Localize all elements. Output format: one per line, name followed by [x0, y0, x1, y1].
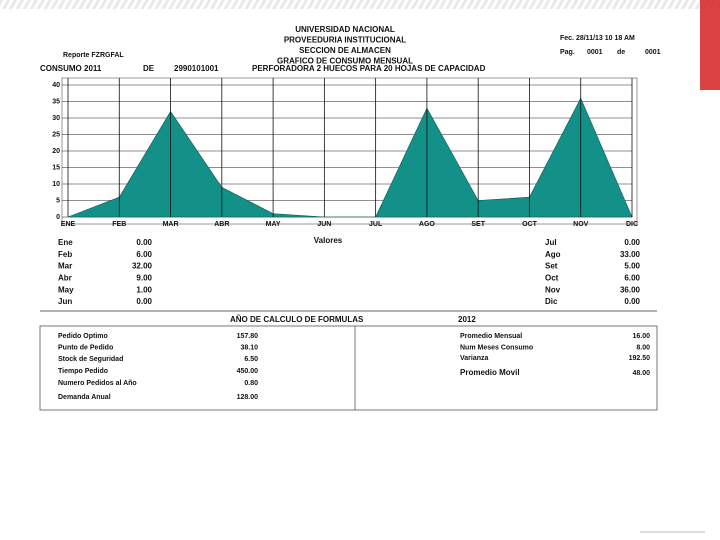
- x-tick-label: JUL: [369, 221, 383, 228]
- formula-value: 157.80: [237, 333, 259, 340]
- month-value: 9.00: [136, 274, 152, 283]
- month-name: Jul: [545, 238, 557, 247]
- month-value: 36.00: [620, 285, 641, 294]
- month-value: 0.00: [136, 297, 152, 306]
- month-value: 6.00: [624, 274, 640, 283]
- area: [67, 97, 633, 218]
- formula-value: 450.00: [237, 368, 259, 375]
- month-name: Dic: [545, 297, 558, 306]
- report-id: Reporte FZRGFAL: [63, 52, 124, 59]
- x-tick-label: JUN: [317, 221, 331, 228]
- header-line: UNIVERSIDAD NACIONAL: [295, 25, 395, 34]
- y-tick-label: 0: [56, 214, 60, 221]
- formula-box: [39, 325, 658, 411]
- decor-stripes: [0, 0, 720, 9]
- header-line: PROVEEDURIA INSTITUCIONAL: [284, 36, 406, 45]
- formula-value: 128.00: [237, 394, 259, 401]
- y-tick-label: 30: [52, 115, 60, 122]
- y-tick-label: 20: [52, 148, 60, 155]
- formula-name: Demanda Anual: [58, 394, 111, 401]
- formula-name: Tiempo Pedido: [58, 368, 108, 375]
- month-name: May: [58, 285, 74, 294]
- x-tick-label: NOV: [573, 221, 589, 228]
- month-value: 6.00: [136, 250, 152, 259]
- month-name: Set: [545, 262, 558, 271]
- month-name: Oct: [545, 274, 559, 283]
- y-tick-label: 35: [52, 98, 60, 105]
- formula-name: Promedio Mensual: [460, 333, 522, 340]
- formula-name: Numero Pedidos al Año: [58, 380, 137, 387]
- x-tick-label: DIC: [626, 221, 638, 228]
- formula-title: AÑO DE CALCULO DE FORMULAS: [230, 315, 364, 324]
- month-value: 33.00: [620, 250, 641, 259]
- x-tick-label: MAR: [163, 221, 179, 228]
- y-tick-label: 40: [52, 82, 60, 89]
- formula-name: Promedio Movil: [460, 368, 520, 377]
- report-date: Fec. 28/11/13 10 18 AM: [560, 35, 635, 42]
- formula-value: 38.10: [240, 344, 258, 351]
- formula-value: 0.80: [244, 380, 258, 387]
- month-value: 0.00: [136, 238, 152, 247]
- month-value: 0.00: [624, 238, 640, 247]
- page-of: de: [617, 49, 625, 56]
- subtitle-label: CONSUMO 2011: [40, 64, 102, 73]
- month-name: Mar: [58, 262, 72, 271]
- month-value: 32.00: [132, 262, 153, 271]
- x-tick-label: AGO: [419, 221, 436, 228]
- month-name: Nov: [545, 285, 561, 294]
- formula-year: 2012: [458, 315, 476, 324]
- x-tick-label: ENE: [61, 221, 76, 228]
- subtitle-de: DE: [143, 64, 155, 73]
- page-label: Pag.: [560, 49, 575, 56]
- header-line: SECCION DE ALMACEN: [299, 46, 391, 55]
- month-value: 5.00: [624, 262, 640, 271]
- formula-value: 8.00: [636, 344, 650, 351]
- subtitle-code: 2990101001: [174, 64, 219, 73]
- formula-name: Punto de Pedido: [58, 344, 113, 351]
- x-tick-label: MAY: [266, 221, 281, 228]
- subtitle-description: PERFORADORA 2 HUECOS PARA 20 HOJAS DE CA…: [252, 64, 486, 73]
- y-tick-label: 25: [52, 131, 60, 138]
- x-tick-label: SET: [471, 221, 485, 228]
- month-name: Feb: [58, 250, 72, 259]
- month-value: 1.00: [136, 285, 152, 294]
- month-name: Ene: [58, 238, 73, 247]
- formula-value: 6.50: [244, 356, 258, 363]
- formula-name: Num Meses Consumo: [460, 344, 533, 351]
- x-tick-label: ABR: [214, 221, 229, 228]
- y-tick-label: 5: [56, 197, 60, 204]
- formula-name: Stock de Seguridad: [58, 356, 123, 363]
- formula-value: 16.00: [632, 333, 650, 340]
- page-total: 0001: [645, 49, 661, 56]
- formula-name: Pedido Optimo: [58, 333, 108, 340]
- x-axis-label: Valores: [314, 236, 343, 245]
- month-name: Ago: [545, 250, 561, 259]
- x-tick-label: OCT: [522, 221, 538, 228]
- y-tick-label: 15: [52, 164, 60, 171]
- month-name: Jun: [58, 297, 72, 306]
- decor-red: [700, 0, 720, 90]
- month-name: Abr: [58, 274, 72, 283]
- x-tick-label: FEB: [112, 221, 126, 228]
- month-value: 0.00: [624, 297, 640, 306]
- formula-value: 48.00: [632, 370, 650, 377]
- formula-value: 192.50: [629, 355, 651, 362]
- y-tick-label: 10: [52, 181, 60, 188]
- formula-name: Varianza: [460, 355, 489, 362]
- header-line: GRAFICO DE CONSUMO MENSUAL: [277, 57, 413, 66]
- page-number: 0001: [587, 49, 603, 56]
